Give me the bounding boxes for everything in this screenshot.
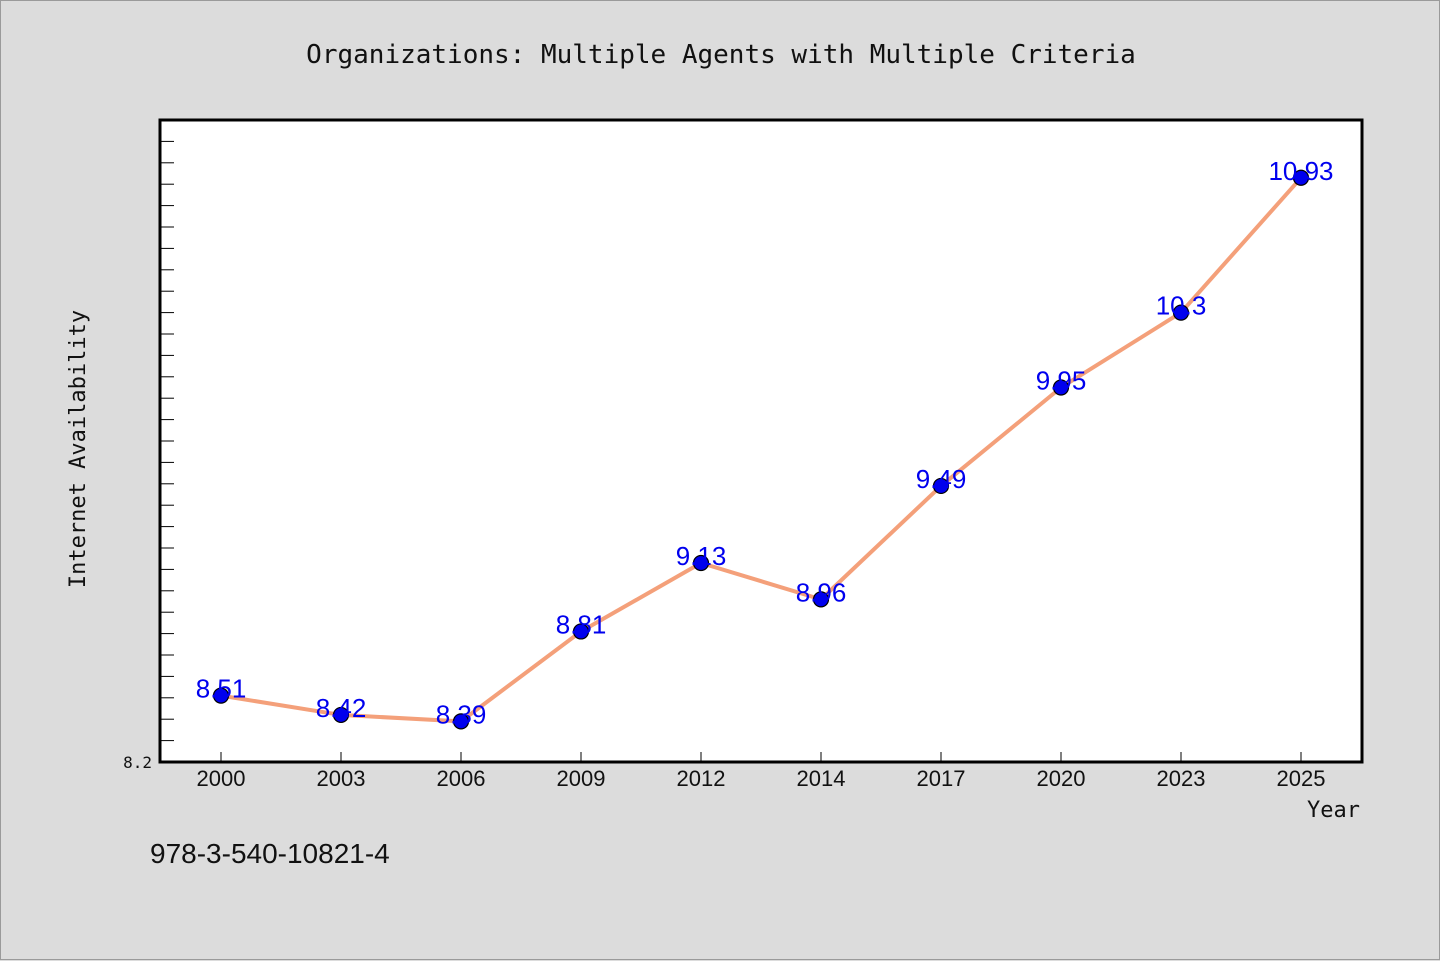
x-tick-label: 2012 [677, 766, 726, 791]
data-point [1052, 379, 1070, 396]
chart-title: Organizations: Multiple Agents with Mult… [306, 40, 1136, 70]
x-tick-label: 2009 [557, 766, 606, 791]
data-label: 8.96 [796, 577, 847, 607]
plot-area [158, 118, 1364, 764]
x-tick-label: 2006 [437, 766, 486, 791]
data-point [332, 706, 350, 724]
y-axis-label: Internet Availability [66, 310, 91, 588]
isbn-footnote: 978-3-540-10821-4 [150, 838, 390, 869]
x-tick-label: 2017 [917, 766, 966, 791]
data-point [212, 687, 230, 704]
x-axis-label: Year [1307, 798, 1360, 823]
x-tick-label: 2020 [1037, 766, 1086, 791]
data-labels: 8.51 8.42 8.39 8.81 9.13 8.96 9.49 9.95 10.3 10.9… [196, 156, 1334, 730]
x-axis-ticks: 2000 2003 2006 2009 2012 2014 2017 2020 2023 2025 [197, 752, 1326, 791]
data-point [692, 554, 710, 572]
data-point [932, 477, 950, 495]
y-axis-ticks: 8.2 [123, 119, 174, 772]
data-label: 8.51 [196, 674, 247, 704]
x-tick-label: 2000 [197, 766, 246, 791]
series-markers [212, 169, 1310, 730]
data-point [1172, 304, 1190, 321]
data-label: 10.93 [1268, 156, 1333, 186]
data-label: 9.13 [676, 541, 727, 571]
data-label: 8.81 [556, 609, 607, 639]
data-label: 8.39 [436, 699, 487, 729]
data-point [1292, 169, 1310, 186]
data-label: 9.95 [1036, 366, 1087, 396]
x-tick-label: 2014 [797, 766, 846, 791]
y-tick-label: 8.2 [123, 753, 152, 772]
data-label: 8.42 [316, 693, 367, 723]
data-point [572, 623, 590, 640]
data-label: 9.49 [916, 464, 967, 494]
x-tick-label: 2025 [1277, 766, 1326, 791]
series-line [219, 175, 1303, 724]
x-tick-label: 2003 [317, 766, 366, 791]
data-point [812, 591, 830, 608]
x-tick-label: 2023 [1157, 766, 1206, 791]
data-label: 10.3 [1156, 291, 1207, 321]
data-point [452, 713, 470, 730]
